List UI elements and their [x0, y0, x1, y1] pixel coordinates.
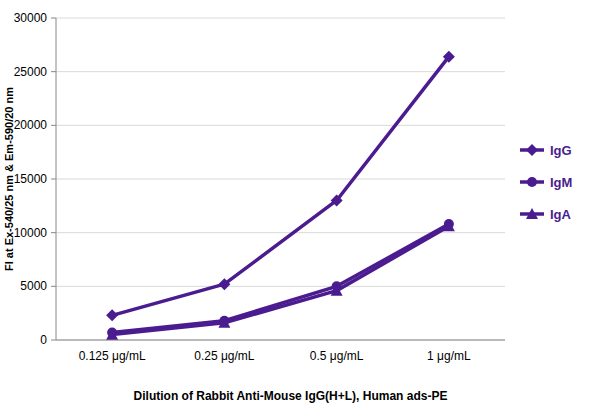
x-axis-label: Dilution of Rabbit Anti-Mouse IgG(H+L), … — [134, 389, 448, 403]
y-tick-label: 5000 — [20, 279, 47, 293]
y-tick — [51, 125, 56, 126]
grid-line — [56, 179, 505, 180]
x-tick-label: 0.125 μg/mL — [79, 349, 146, 363]
marker — [331, 194, 343, 206]
legend-marker — [526, 144, 538, 156]
legend-label: IgM — [550, 175, 572, 190]
x-axis — [56, 340, 505, 341]
marker — [331, 285, 343, 296]
legend-marker — [527, 177, 537, 187]
legend-label: IgA — [550, 207, 572, 222]
marker — [106, 309, 118, 321]
y-tick-label: 30000 — [14, 11, 48, 25]
y-tick — [51, 286, 56, 287]
y-tick — [51, 71, 56, 72]
y-axis-label: FI at Ex-540/25 nm & Em-590/20 nm — [3, 87, 15, 271]
x-tick-label: 0.25 μg/mL — [194, 349, 255, 363]
series-line — [112, 57, 449, 316]
marker — [443, 51, 455, 63]
marker — [218, 317, 230, 328]
y-tick-label: 20000 — [14, 118, 48, 132]
y-tick-label: 25000 — [14, 65, 48, 79]
marker — [443, 220, 455, 231]
y-tick-label: 15000 — [14, 172, 48, 186]
legend-marker — [526, 208, 538, 219]
chart: 0 5000 10000 15000 20000 25000 30000 0.125 μg/m… — [0, 0, 600, 417]
y-tick — [51, 179, 56, 180]
series-line — [112, 224, 449, 332]
plot-area — [106, 51, 455, 340]
y-tick — [51, 232, 56, 233]
y-tick — [51, 18, 56, 19]
marker — [106, 329, 118, 340]
y-tick-label: 10000 — [14, 226, 48, 240]
marker — [218, 278, 230, 290]
grid-line — [56, 286, 505, 287]
legend-label: IgG — [550, 143, 572, 158]
grid-line — [56, 340, 505, 341]
y-tick-label: 0 — [40, 333, 47, 347]
series-line — [112, 226, 449, 334]
x-tick-label: 1 μg/mL — [427, 349, 471, 363]
legend: IgG IgM IgA — [520, 143, 572, 222]
grid-line — [56, 125, 505, 126]
x-tick-label: 0.5 μg/mL — [310, 349, 364, 363]
grid-line — [56, 18, 505, 19]
y-axis — [56, 18, 57, 340]
y-tick — [51, 340, 56, 341]
